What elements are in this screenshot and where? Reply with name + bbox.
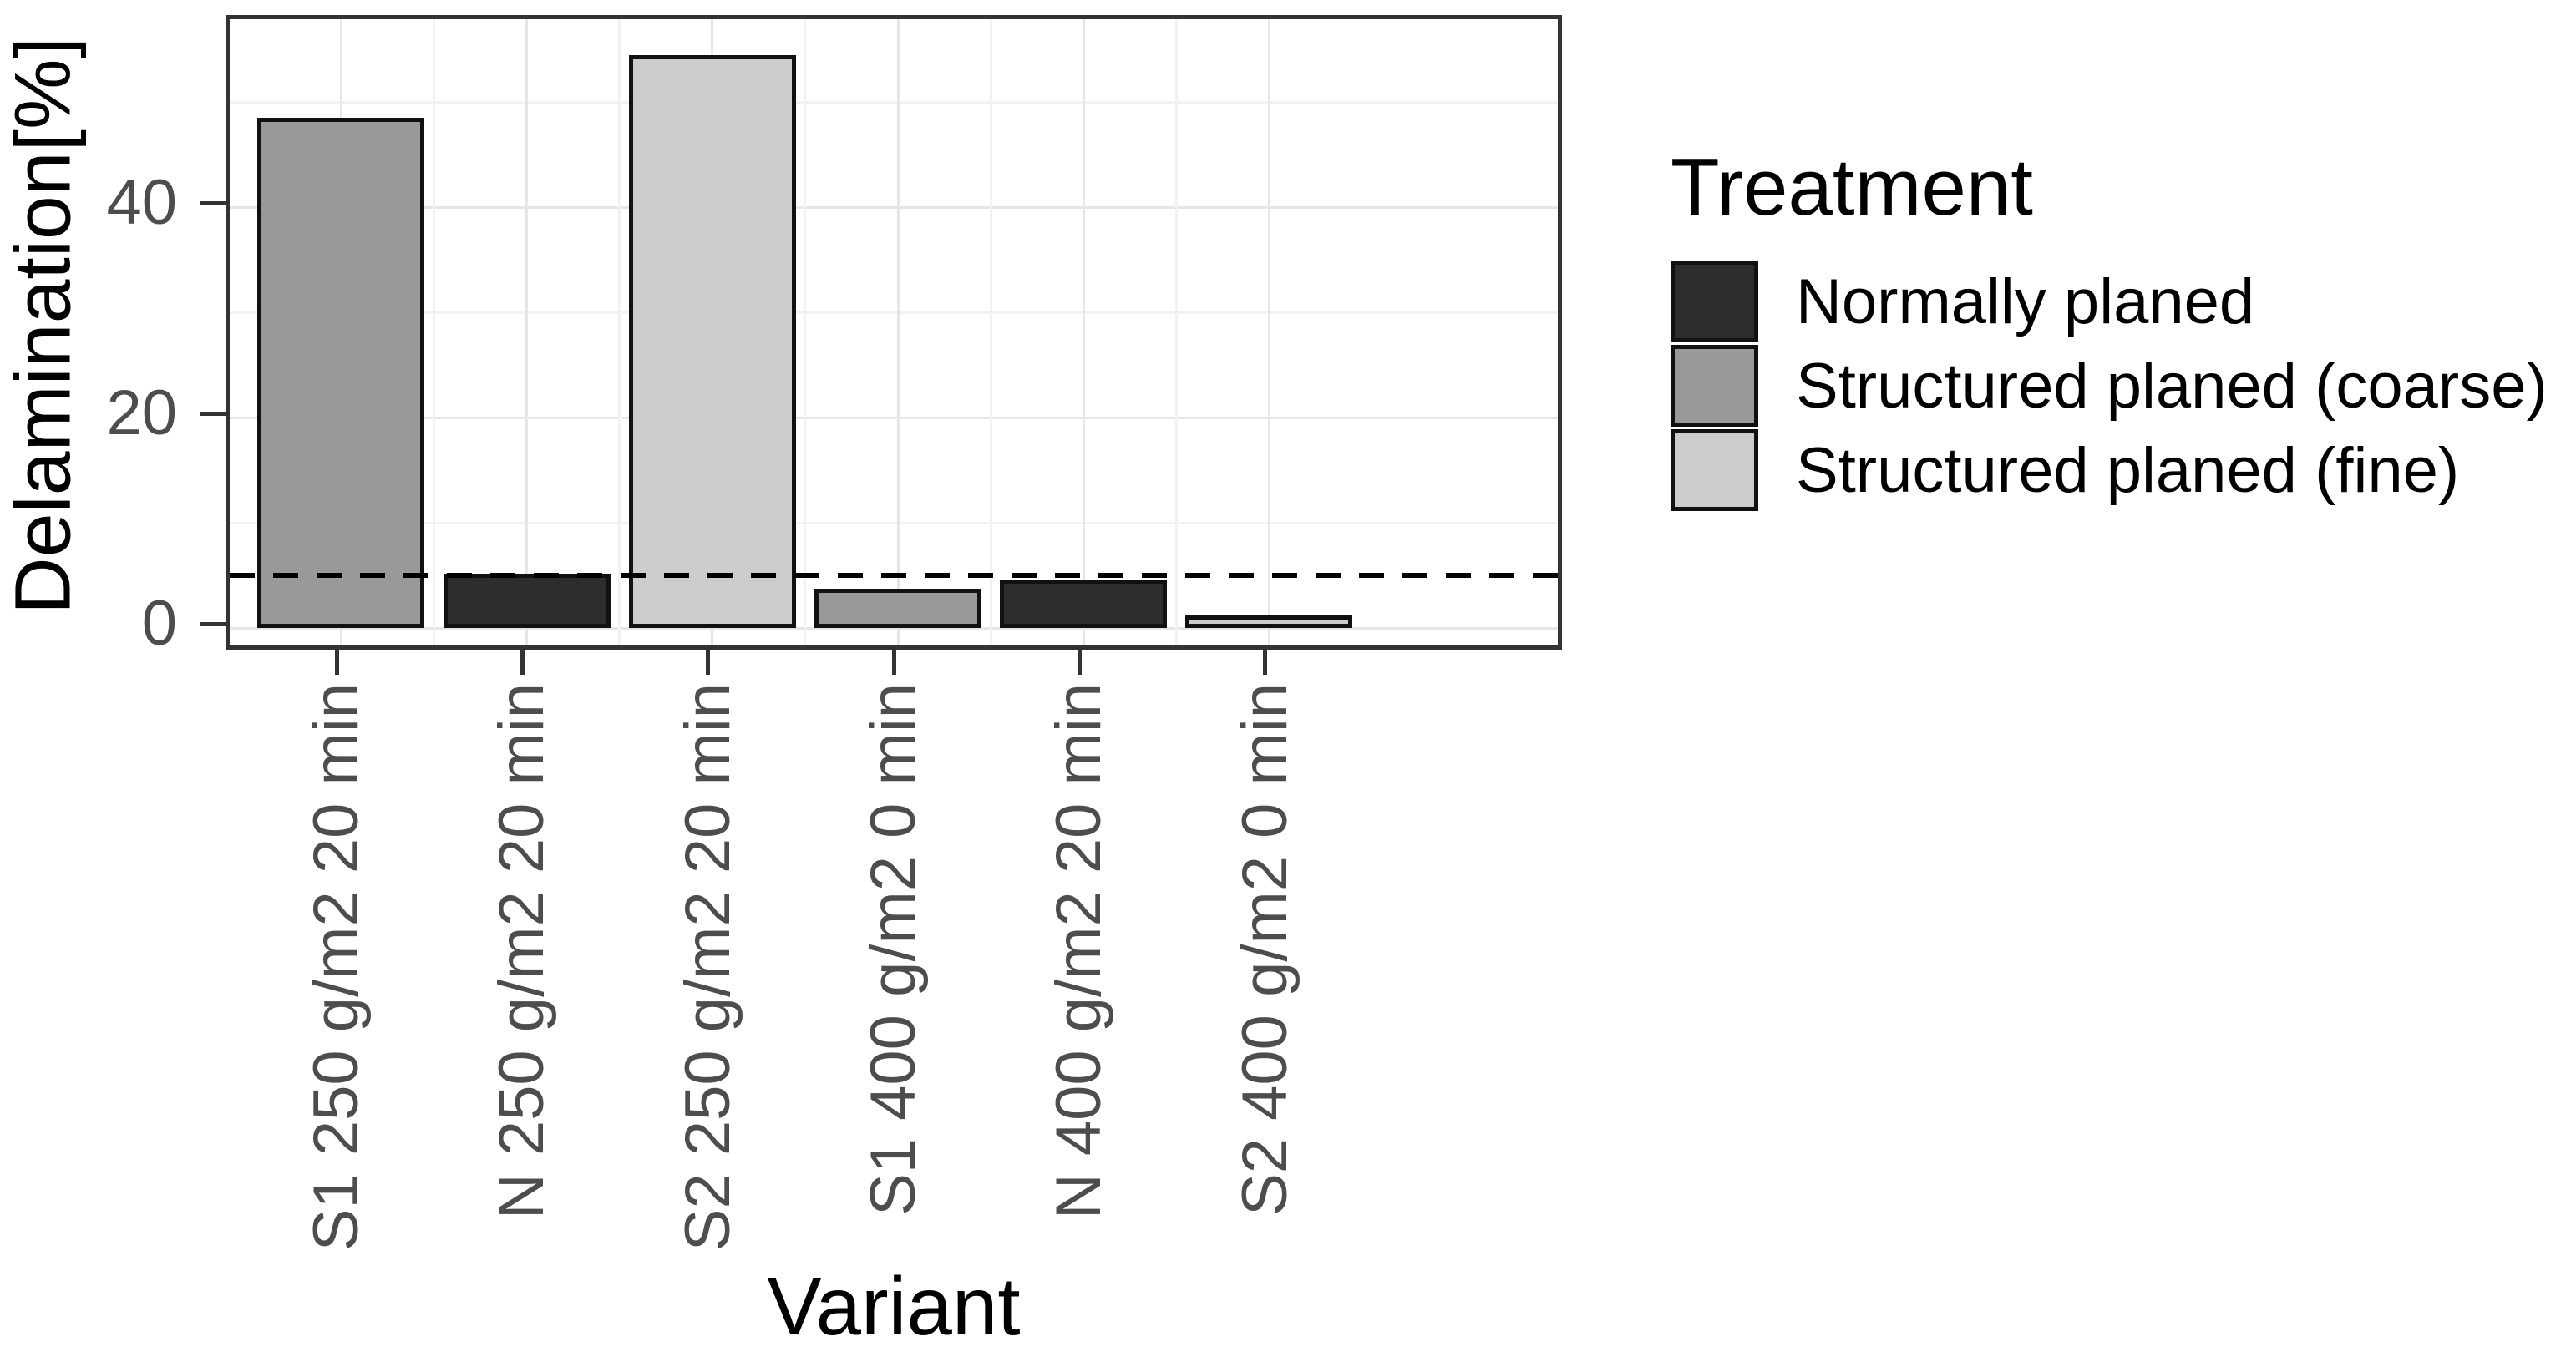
gridline-y-minor xyxy=(230,311,1558,314)
gridline-x-minor xyxy=(432,19,435,645)
y-tick-mark xyxy=(200,200,226,205)
y-tick-mark xyxy=(200,621,226,626)
y-tick-label: 40 xyxy=(106,167,177,239)
gridline-x-major xyxy=(896,19,900,645)
gridline-x-minor xyxy=(618,19,621,645)
y-axis-title: Delamination[%] xyxy=(0,37,88,615)
legend-entries: Normally planed Structured planed (coarse… xyxy=(1671,261,2548,511)
legend-key-swatch xyxy=(1671,261,1758,342)
y-tick-label: 20 xyxy=(106,377,177,449)
x-tick-label: S1 250 g/m2 20 min xyxy=(244,683,429,1268)
bar xyxy=(1000,580,1168,628)
bar xyxy=(443,574,611,628)
legend-entry: Structured planed (coarse) xyxy=(1671,345,2548,427)
y-tick-label: 0 xyxy=(141,588,177,659)
x-tick-mark xyxy=(891,650,896,675)
y-tick-mark xyxy=(200,411,226,416)
x-tick-label-text: S2 400 g/m2 0 min xyxy=(1229,683,1301,1216)
x-axis-title: Variant xyxy=(767,1260,1021,1352)
plot-panel xyxy=(226,15,1562,650)
x-tick-mark xyxy=(1077,650,1082,675)
x-tick-label-text: N 400 g/m2 20 min xyxy=(1043,683,1115,1220)
x-tick-label-text: S1 400 g/m2 0 min xyxy=(857,683,929,1216)
x-tick-label-text: S1 250 g/m2 20 min xyxy=(301,683,373,1252)
legend-entry-label: Structured planed (fine) xyxy=(1796,434,2460,506)
x-tick-label: S2 250 g/m2 20 min xyxy=(616,683,801,1268)
gridline-x-minor xyxy=(989,19,992,645)
x-tick-label: S2 400 g/m2 0 min xyxy=(1172,683,1357,1268)
bar xyxy=(628,55,796,628)
gridline-x-major xyxy=(1082,19,1085,645)
gridline-x-major xyxy=(1267,19,1270,645)
x-tick-label-text: N 250 g/m2 20 min xyxy=(486,683,558,1220)
gridline-y-minor xyxy=(230,100,1558,104)
reference-dashed-line xyxy=(230,573,1558,579)
x-tick-label: N 250 g/m2 20 min xyxy=(429,683,615,1268)
legend-entry: Normally planed xyxy=(1671,261,2548,342)
gridline-y-major xyxy=(230,416,1558,419)
gridline-x-minor xyxy=(1174,19,1178,645)
legend-key-swatch xyxy=(1671,345,1758,427)
x-tick-label: N 400 g/m2 20 min xyxy=(986,683,1172,1268)
x-tick-mark xyxy=(334,650,339,675)
x-tick-mark xyxy=(1262,650,1267,675)
legend-entry: Structured planed (fine) xyxy=(1671,429,2548,511)
legend: Treatment Normally planed Structured plan… xyxy=(1671,142,2548,514)
bar xyxy=(1185,615,1353,628)
bar xyxy=(814,589,981,628)
gridline-y-major xyxy=(230,205,1558,209)
x-tick-label: S1 400 g/m2 0 min xyxy=(801,683,986,1268)
legend-entry-label: Normally planed xyxy=(1796,266,2255,337)
x-tick-label-text: S2 250 g/m2 20 min xyxy=(672,683,743,1252)
gridline-x-minor xyxy=(804,19,807,645)
gridline-x-major xyxy=(525,19,529,645)
legend-key-swatch xyxy=(1671,429,1758,511)
gridline-y-minor xyxy=(230,521,1558,524)
x-tick-mark xyxy=(706,650,711,675)
legend-title: Treatment xyxy=(1671,143,2033,232)
bar xyxy=(257,118,425,628)
legend-entry-label: Structured planed (coarse) xyxy=(1796,350,2548,422)
x-tick-mark xyxy=(520,650,525,675)
